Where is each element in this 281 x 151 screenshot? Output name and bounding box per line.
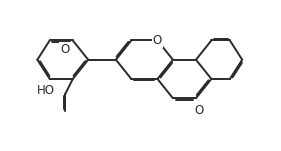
Text: HO: HO — [37, 84, 55, 97]
Text: O: O — [153, 34, 162, 47]
Text: O: O — [60, 43, 70, 56]
Text: O: O — [194, 104, 204, 117]
